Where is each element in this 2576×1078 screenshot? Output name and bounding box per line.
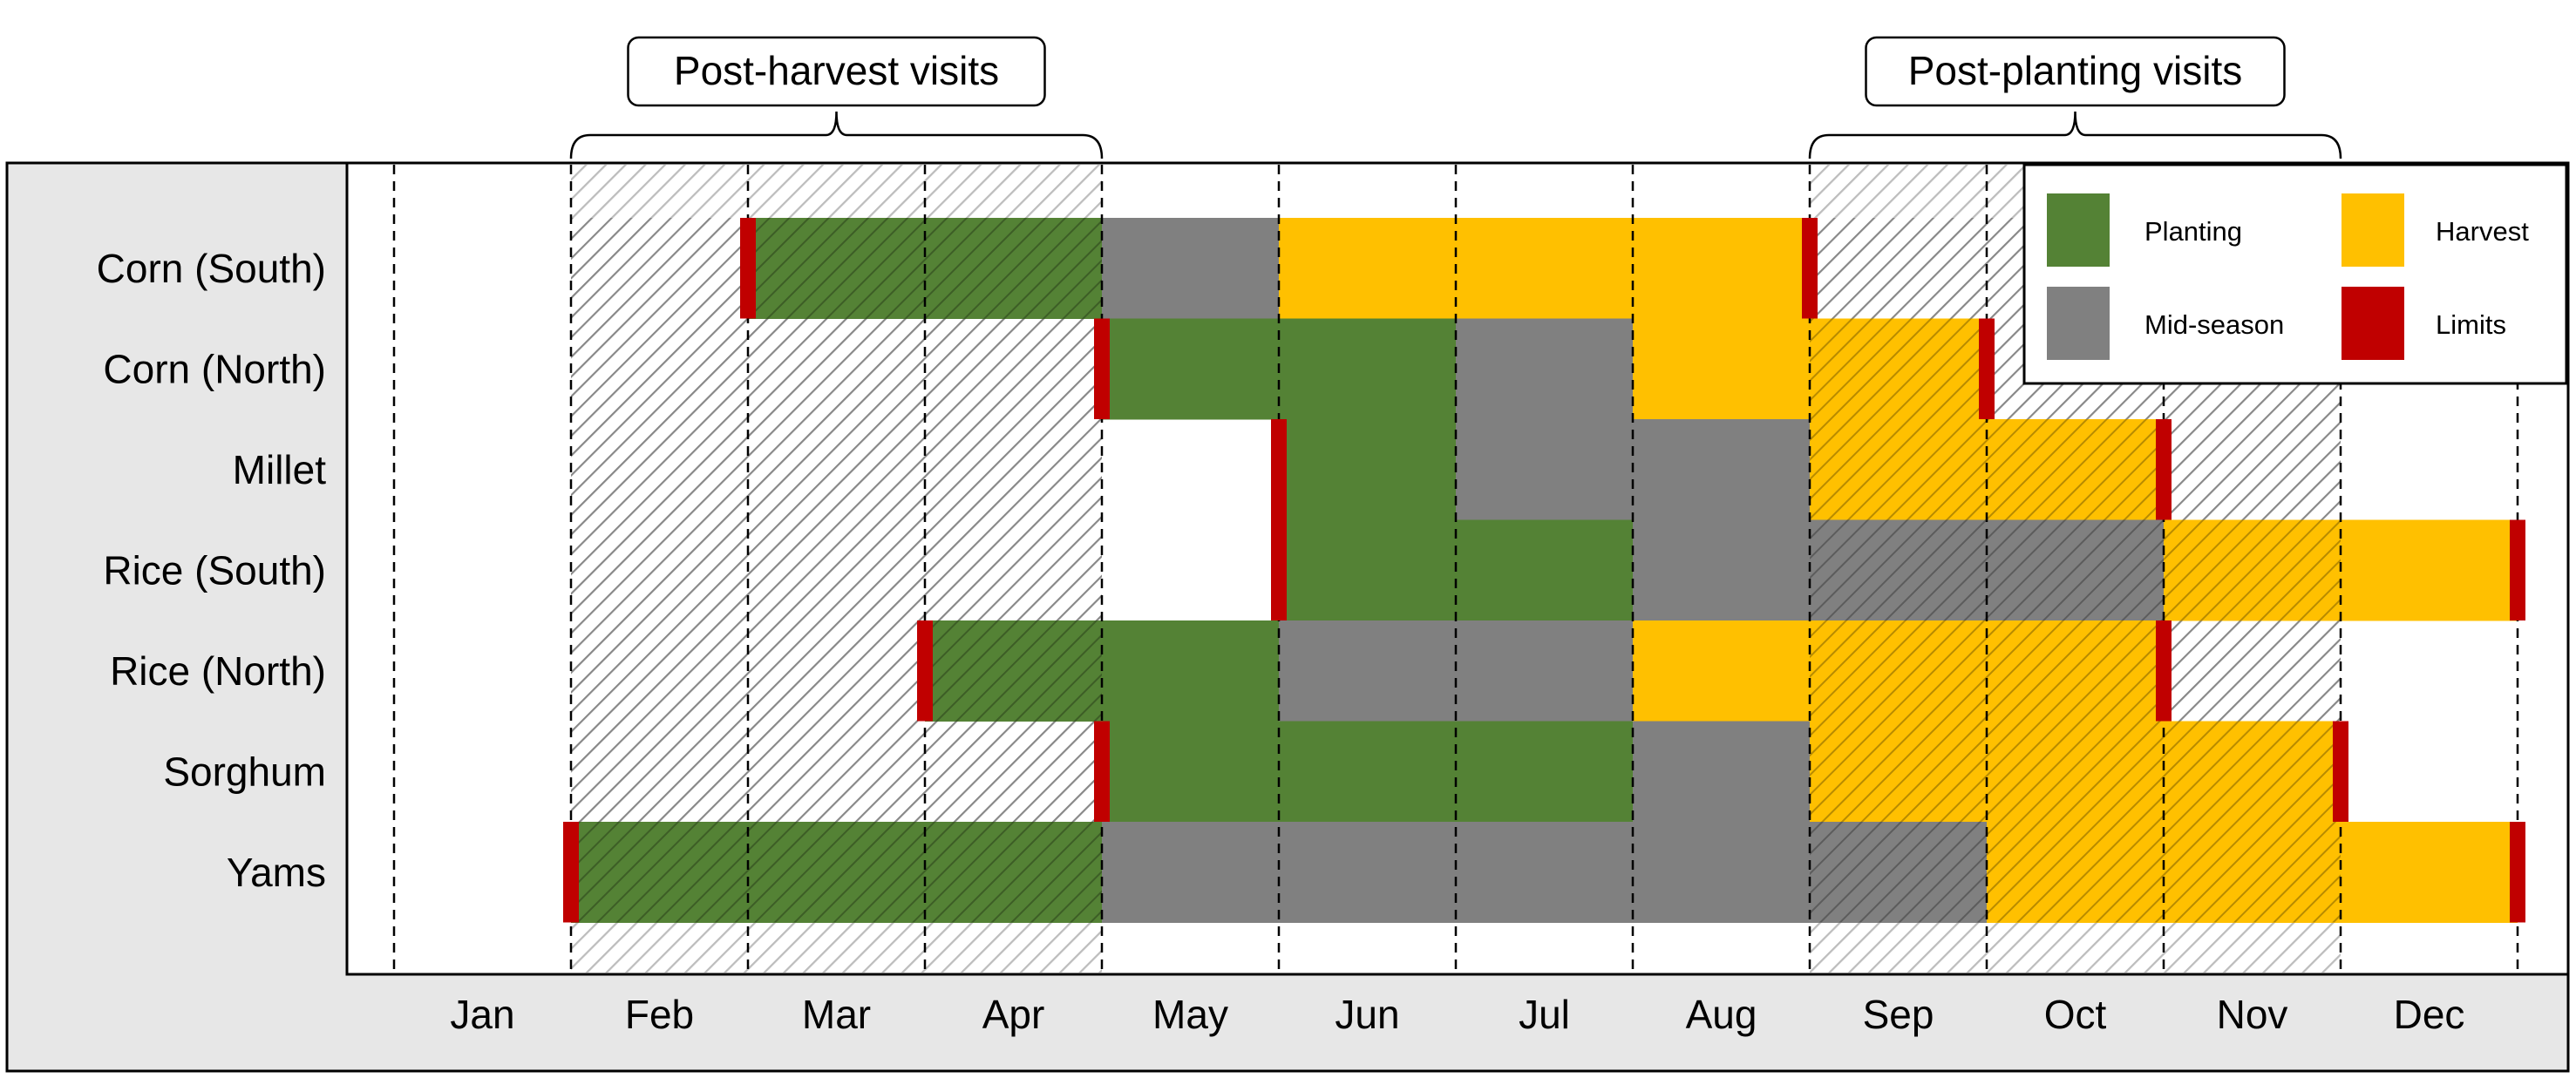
limit-rice-north-start xyxy=(917,620,933,722)
legend-swatch-harvest xyxy=(2342,193,2404,267)
legend-swatch-midseason xyxy=(2047,287,2110,360)
bar-sorghum-midseason xyxy=(1633,721,1810,823)
bar-corn-south-midseason xyxy=(1102,218,1279,319)
crop-label-rice-south: Rice (South) xyxy=(103,547,326,593)
bracket-post-planting-visits xyxy=(1808,111,2342,159)
crop-label-sorghum: Sorghum xyxy=(163,749,326,794)
visit-window-callouts: Post-harvest visits Post-planting visits xyxy=(569,36,2342,159)
legend-box xyxy=(2022,163,2568,385)
crop-label-yams: Yams xyxy=(227,850,326,895)
month-label-may: May xyxy=(1152,992,1228,1037)
limit-yams-end xyxy=(2510,822,2525,923)
month-label-aug: Aug xyxy=(1686,992,1757,1037)
crop-label-rice-north: Rice (North) xyxy=(110,648,326,694)
month-label-jul: Jul xyxy=(1519,992,1570,1037)
legend-swatch-planting xyxy=(2047,193,2110,267)
crop-label-corn-north: Corn (North) xyxy=(103,346,326,391)
limit-corn-north-start xyxy=(1094,318,1110,419)
legend: Planting Harvest Mid-season Limits xyxy=(2022,163,2568,385)
limit-corn-south-start xyxy=(740,218,756,319)
month-label-feb: Feb xyxy=(625,992,694,1037)
bar-sorghum-planting xyxy=(1102,721,1633,823)
limit-millet-end xyxy=(2156,419,2172,520)
callout-label-post-harvest-visits: Post-harvest visits xyxy=(674,48,999,93)
limit-rice-north-end xyxy=(2156,620,2172,722)
visit-window-overlay-post-harvest-visits xyxy=(571,218,1102,923)
limit-sorghum-end xyxy=(2333,721,2348,822)
legend-label-planting: Planting xyxy=(2144,216,2242,247)
month-label-dec: Dec xyxy=(2394,992,2465,1037)
month-label-nov: Nov xyxy=(2217,992,2288,1037)
bar-corn-north-midseason xyxy=(1456,318,1633,420)
crop-label-corn-south: Corn (South) xyxy=(97,246,326,291)
month-label-jan: Jan xyxy=(450,992,514,1037)
month-label-sep: Sep xyxy=(1863,992,1934,1037)
limit-sorghum-start xyxy=(1094,721,1110,822)
legend-label-limits: Limits xyxy=(2436,309,2506,340)
limit-corn-south-end xyxy=(1802,218,1818,319)
limit-markers xyxy=(563,218,2525,923)
limit-yams-start xyxy=(563,822,579,923)
bar-corn-south-harvest xyxy=(1279,218,1810,319)
limit-millet-start xyxy=(1271,419,1287,520)
month-label-apr: Apr xyxy=(982,992,1045,1037)
month-label-jun: Jun xyxy=(1335,992,1399,1037)
bar-millet-planting xyxy=(1279,419,1456,520)
bracket-post-harvest-visits xyxy=(569,111,1104,159)
callout-box-post-planting-visits xyxy=(1865,36,2286,107)
limit-rice-south-start xyxy=(1271,519,1287,620)
legend-swatch-limits xyxy=(2342,287,2404,360)
limit-rice-south-end xyxy=(2510,519,2525,620)
month-label-mar: Mar xyxy=(802,992,871,1037)
crop-label-millet: Millet xyxy=(233,447,327,492)
callout-box-post-harvest-visits xyxy=(627,36,1046,107)
crop-labels: Corn (South) Corn (North) Millet Rice (Sout… xyxy=(97,246,327,895)
month-labels: Jan Feb Mar Apr May Jun Jul Aug Sep Oct Nov Dec xyxy=(450,992,2464,1037)
legend-label-midseason: Mid-season xyxy=(2144,309,2284,340)
callout-label-post-planting-visits: Post-planting visits xyxy=(1908,48,2243,93)
legend-label-harvest: Harvest xyxy=(2436,216,2529,247)
limit-corn-north-end xyxy=(1979,318,1995,419)
month-label-oct: Oct xyxy=(2044,992,2107,1037)
